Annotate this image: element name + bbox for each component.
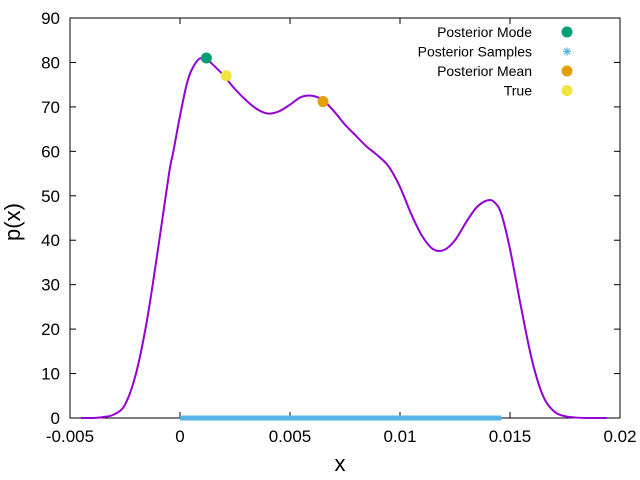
x-tick-label: 0.02 [603, 427, 636, 446]
x-tick-label: 0.015 [489, 427, 532, 446]
legend-marker-posterior-mode [561, 26, 573, 38]
legend-label-posterior-samples: Posterior Samples [418, 44, 532, 60]
point-markers [200, 52, 329, 108]
y-tick-label: 40 [41, 231, 60, 250]
legend-label-posterior-mean: Posterior Mean [437, 63, 532, 79]
y-tick-label: 20 [41, 320, 60, 339]
x-axis-title: x [335, 451, 346, 476]
y-tick-label: 50 [41, 187, 60, 206]
y-tick-label: 30 [41, 276, 60, 295]
y-tick-label: 10 [41, 365, 60, 384]
legend-marker-posterior-samples [563, 47, 571, 56]
x-tick-label: 0 [175, 427, 184, 446]
x-tick-label: 0.005 [269, 427, 312, 446]
x-axis-ticks: -0.005 0 0.005 0.01 0.015 0.02 [46, 18, 637, 446]
legend: Posterior Mode Posterior Samples Posterior… [418, 24, 573, 99]
legend-label-posterior-mode: Posterior Mode [437, 24, 532, 40]
posterior-density-line [80, 56, 607, 420]
posterior-mode-point [200, 52, 212, 64]
y-tick-label: 70 [41, 98, 60, 117]
x-tick-label: -0.005 [46, 427, 94, 446]
y-tick-label: 80 [41, 53, 60, 72]
legend-label-true: True [504, 83, 532, 99]
y-axis-title: p(x) [0, 203, 25, 241]
y-tick-label: 0 [51, 409, 60, 428]
legend-marker-true [561, 85, 573, 96]
y-tick-label: 60 [41, 142, 60, 161]
y-axis-ticks: 0 10 20 30 40 50 60 70 80 90 [41, 9, 620, 428]
y-tick-label: 90 [41, 9, 60, 28]
legend-marker-posterior-mean [561, 65, 573, 77]
posterior-mean-point [317, 96, 329, 108]
true-point [220, 70, 232, 82]
x-tick-label: 0.01 [383, 427, 416, 446]
plot-border [69, 17, 621, 419]
plot-frame [69, 17, 621, 419]
